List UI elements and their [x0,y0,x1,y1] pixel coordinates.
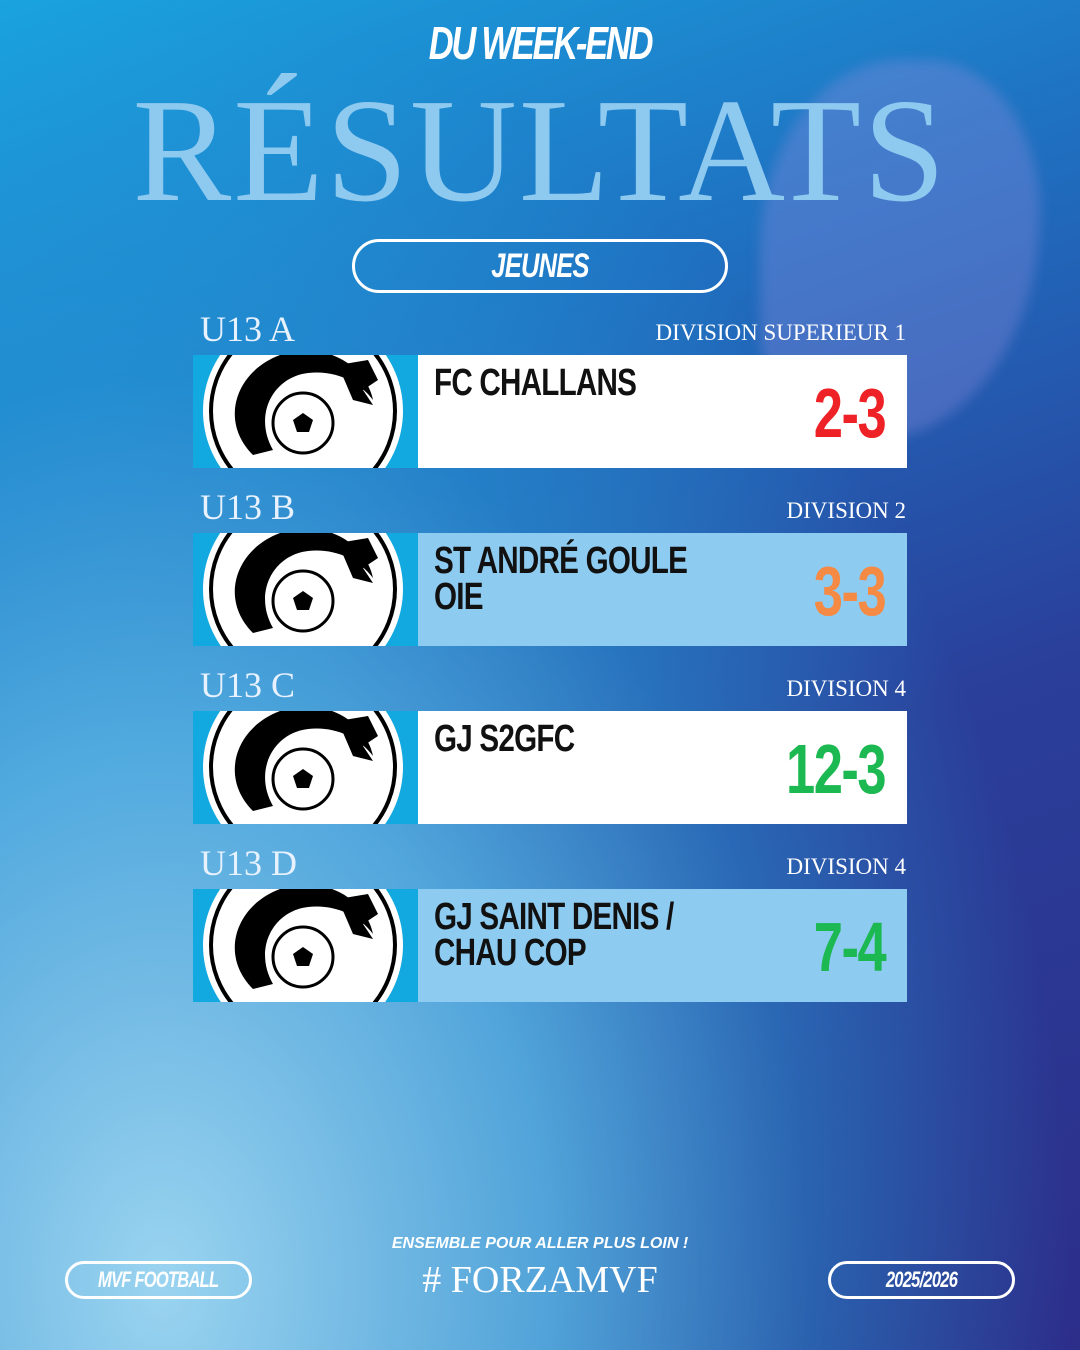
category-badge: JEUNES [352,239,728,293]
result-info: ST ANDRÉ GOULE OIE 3-3 [418,533,907,646]
page-subtitle: DU WEEK-END [428,17,654,69]
team-category: U13 C [200,665,296,705]
division-label: DIVISION 2 [786,498,906,523]
result-card: ST ANDRÉ GOULE OIE 3-3 [193,533,907,646]
club-logo [193,533,418,646]
season-label: 2025/2026 [885,1267,958,1292]
opponent-name: ST ANDRÉ GOULE OIE [434,540,688,618]
score: 2-3 [813,374,887,452]
page-title: RÉSULTATS [132,69,948,233]
result-info: GJ SAINT DENIS / CHAU COP 7-4 [418,889,907,1002]
club-logo [193,889,418,1002]
opponent-name: GJ S2GFC [434,718,575,760]
division-label: DIVISION SUPERIEUR 1 [655,320,906,345]
result-info: FC CHALLANS 2-3 [418,355,907,468]
season-badge: 2025/2026 [828,1261,1015,1299]
division-label: DIVISION 4 [786,676,906,701]
club-label: MVF FOOTBALL [98,1267,219,1292]
score: 7-4 [813,908,887,986]
club-badge: MVF FOOTBALL [65,1261,252,1299]
result-info: GJ S2GFC 12-3 [418,711,907,824]
score: 3-3 [813,552,887,630]
opponent-name: FC CHALLANS [434,362,637,404]
division-label: DIVISION 4 [786,854,906,879]
team-category: U13 B [200,487,296,527]
club-logo [193,711,418,824]
result-card: GJ S2GFC 12-3 [193,711,907,824]
hashtag: # FORZAMVF [422,1259,658,1301]
result-card: FC CHALLANS 2-3 [193,355,907,468]
score: 12-3 [785,730,887,808]
club-logo [193,355,418,468]
team-category: U13 D [200,843,297,883]
opponent-name: GJ SAINT DENIS / CHAU COP [434,896,674,974]
result-card: GJ SAINT DENIS / CHAU COP 7-4 [193,889,907,1002]
team-category: U13 A [200,309,296,349]
category-label: JEUNES [491,247,589,285]
slogan: ENSEMBLE POUR ALLER PLUS LOIN ! [391,1235,689,1252]
